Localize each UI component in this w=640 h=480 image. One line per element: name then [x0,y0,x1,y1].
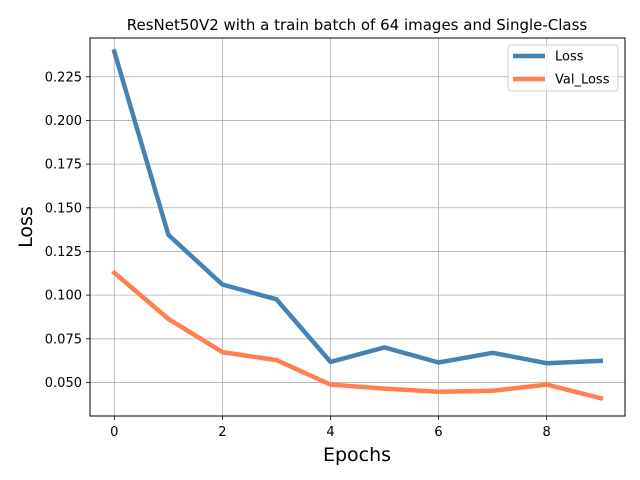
series-line-loss [111,48,604,366]
legend-label: Loss [555,50,584,65]
axis-ticks: 0 2 4 6 8 0.050 0.075 0.100 0.125 0.150 0.175 0.200… [45,70,551,440]
x-tick-label: 0 [110,425,118,440]
series-layer [111,48,604,401]
x-tick-label: 8 [543,425,551,440]
y-tick-label: 0.100 [45,289,82,304]
y-tick-label: 0.150 [45,201,82,216]
x-tick-label: 4 [326,425,334,440]
plot-area-frame [89,37,626,417]
y-tick-label: 0.050 [45,376,82,391]
y-tick-label: 0.075 [45,332,82,347]
grid-lines [90,38,625,416]
series-line-val-loss [111,269,604,401]
x-axis-title: Epochs [323,444,391,466]
y-tick-label: 0.175 [45,158,82,173]
x-tick-label: 6 [434,425,442,440]
chart-title: ResNet50V2 with a train batch of 64 imag… [127,16,588,34]
legend-label: Val_Loss [555,73,610,88]
y-tick-label: 0.200 [45,114,82,129]
y-tick-label: 0.125 [45,245,82,260]
x-tick-label: 2 [218,425,226,440]
legend: Loss Val_Loss [507,44,619,92]
y-axis-title: Loss [15,206,37,248]
y-tick-label: 0.225 [45,70,82,85]
